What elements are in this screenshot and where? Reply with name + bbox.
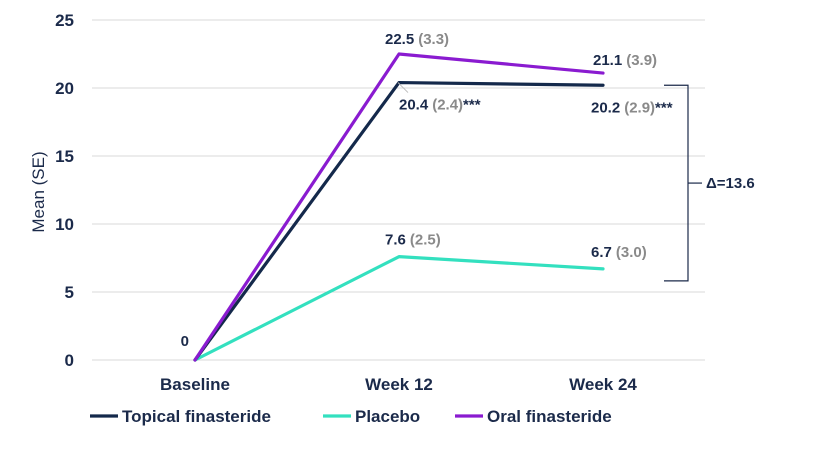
x-tick-label-baseline: Baseline — [160, 375, 230, 394]
legend-label-placebo: Placebo — [355, 407, 420, 426]
y-tick-label: 20 — [55, 79, 74, 98]
x-tick-label-week-12: Week 12 — [365, 375, 433, 394]
gridlines — [92, 19, 705, 361]
leader-line — [397, 82, 409, 93]
data-label-oral-finasteride: 21.1 (3.9) — [593, 52, 657, 69]
y-axis-label: Mean (SE) — [29, 151, 48, 232]
delta-bracket: Δ=13.6 — [664, 84, 755, 282]
series-line-placebo — [193, 255, 605, 362]
series-lines — [193, 52, 605, 362]
data-label-topical-finasteride: 20.4 (2.4)*** — [399, 97, 481, 114]
data-labels: 0 20.4 (2.4)*** 20.2 (2.9)*** 7.6 (2.5) 6.7 (3.0… — [181, 31, 673, 350]
delta-annotation: Δ=13.6 — [706, 175, 755, 192]
legend-label-oral-finasteride: Oral finasteride — [487, 407, 612, 426]
data-label-topical-finasteride: 20.2 (2.9)*** — [591, 99, 673, 116]
data-label-placebo: 6.7 (3.0) — [591, 244, 647, 261]
legend: Topical finasteride Placebo Oral finasteri… — [90, 407, 612, 426]
data-label-placebo: 7.6 (2.5) — [385, 232, 441, 249]
y-tick-label: 0 — [65, 351, 74, 370]
x-tick-label-week-24: Week 24 — [569, 375, 637, 394]
data-label-oral-finasteride: 22.5 (3.3) — [385, 31, 449, 48]
y-tick-label: 25 — [55, 11, 74, 30]
legend-label-topical-finasteride: Topical finasteride — [122, 407, 271, 426]
y-tick-label: 15 — [55, 147, 74, 166]
data-label-topical-finasteride: 0 — [181, 333, 189, 350]
x-axis-ticks: Baseline Week 12 Week 24 — [160, 375, 637, 394]
y-tick-label: 10 — [55, 215, 74, 234]
series-line-oral-finasteride — [193, 52, 605, 362]
series-line-topical-finasteride — [193, 80, 605, 362]
y-axis-ticks: 0 5 10 15 20 25 — [55, 11, 74, 370]
y-tick-label: 5 — [65, 283, 74, 302]
